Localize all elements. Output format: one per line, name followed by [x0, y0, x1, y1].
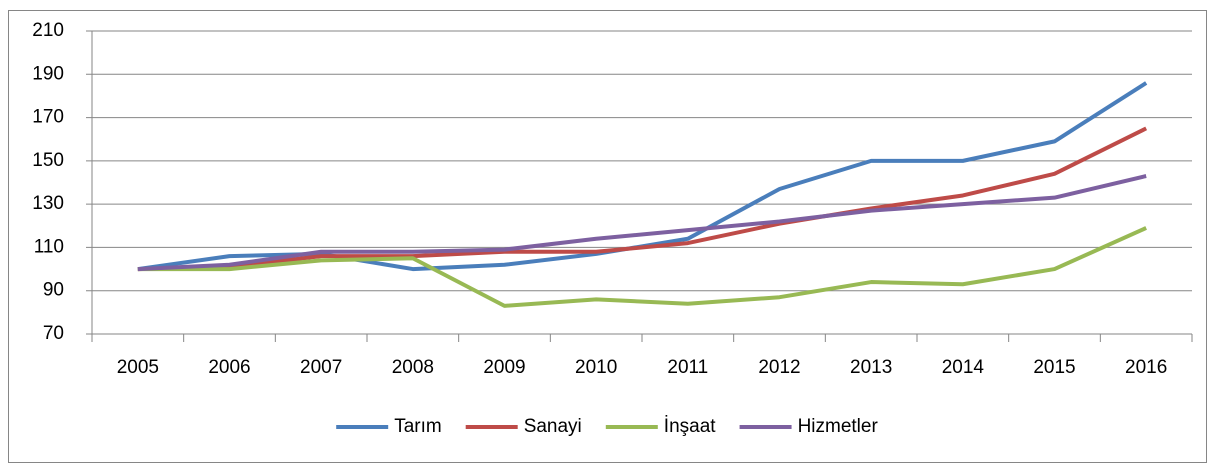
- y-tick-label: 170: [32, 107, 64, 128]
- y-tick-label: 130: [32, 193, 64, 214]
- y-tick-label: 110: [34, 236, 64, 257]
- x-tick-label: 2014: [942, 357, 985, 378]
- y-tick-label: 190: [32, 63, 64, 84]
- x-tick-label: 2009: [483, 357, 525, 378]
- x-tick-label: 2012: [758, 357, 800, 378]
- x-tick-label: 2010: [575, 357, 617, 378]
- x-tick-label: 2005: [117, 357, 159, 378]
- x-tick-label: 2006: [208, 357, 250, 378]
- legend-label: Hizmetler: [798, 416, 879, 437]
- series-line: [137, 226, 1147, 308]
- series-line: [137, 174, 1147, 272]
- legend-label: Tarım: [394, 416, 442, 437]
- x-tick-label: 2015: [1033, 357, 1075, 378]
- legend-label: İnşaat: [664, 416, 716, 437]
- y-tick-label: 70: [43, 323, 64, 344]
- x-tick-label: 2016: [1125, 357, 1167, 378]
- y-tick-label: 90: [43, 280, 64, 301]
- legend-label: Sanayi: [524, 416, 582, 437]
- x-tick-label: 2011: [667, 357, 708, 378]
- x-tick-label: 2007: [300, 357, 342, 378]
- y-tick-label: 210: [32, 20, 64, 41]
- series-line: [137, 126, 1148, 272]
- x-tick-label: 2013: [850, 357, 892, 378]
- y-tick-label: 150: [32, 150, 64, 171]
- x-tick-label: 2008: [392, 357, 434, 378]
